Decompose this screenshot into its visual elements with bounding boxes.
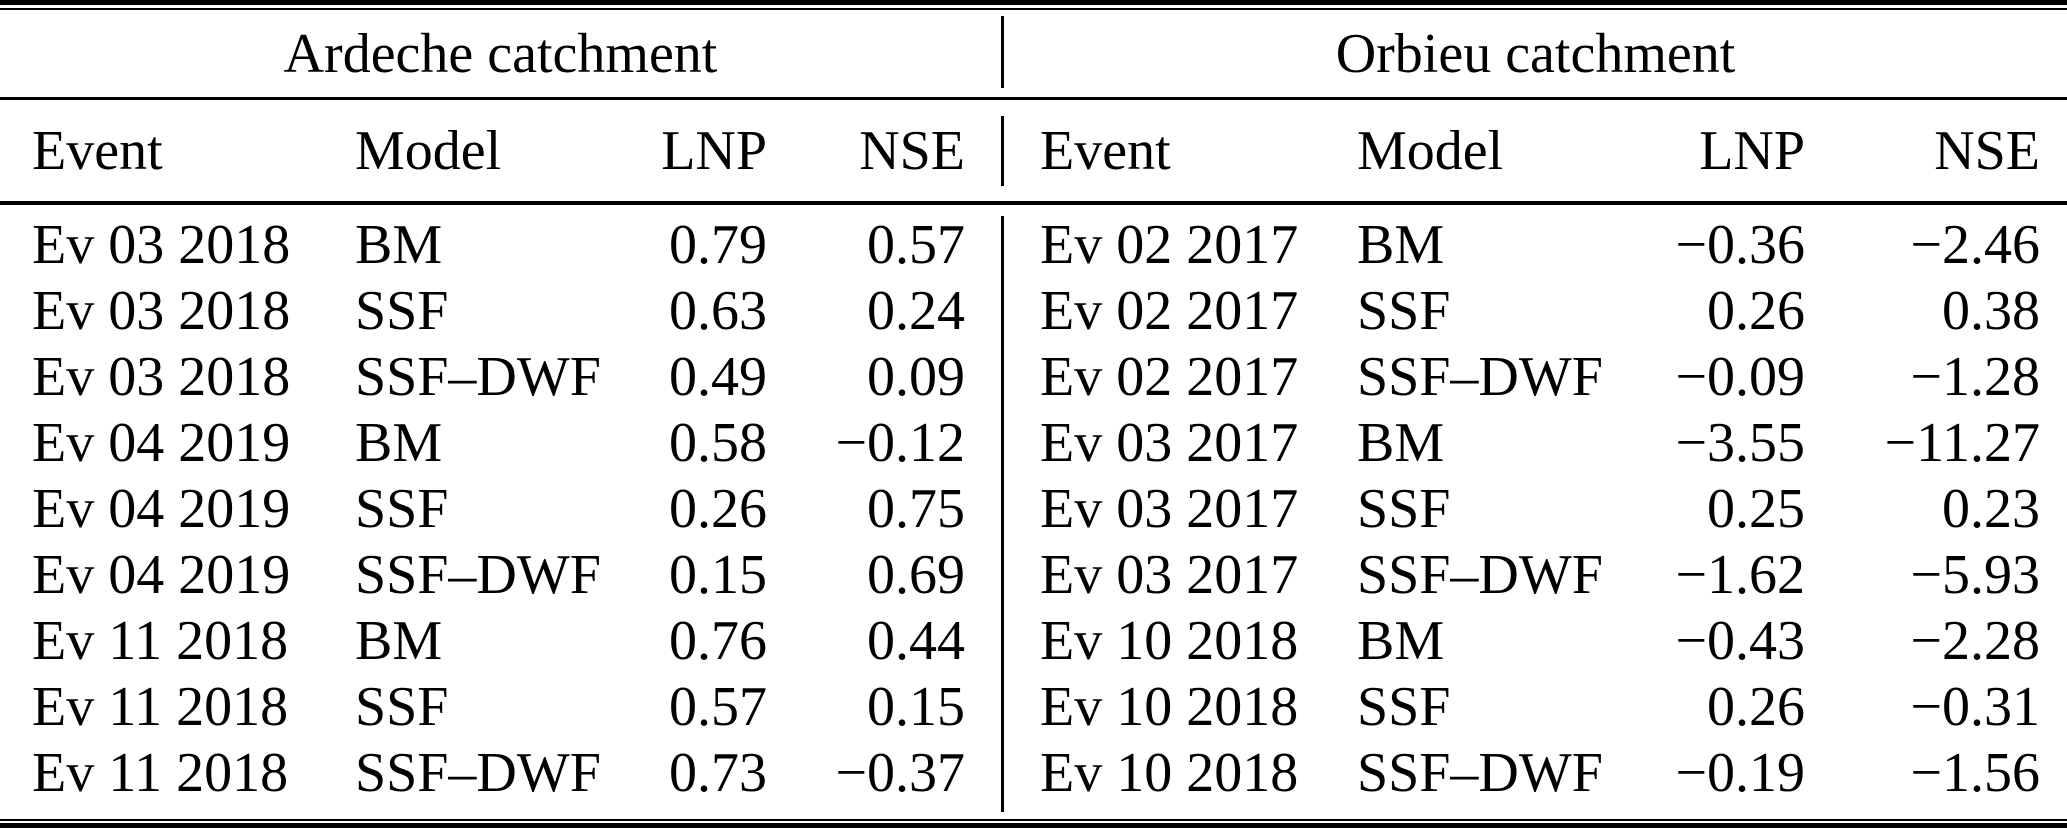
- table-cell: SSF: [1357, 280, 1451, 342]
- table-cell: Ev 04 2019: [32, 412, 291, 474]
- table-cell: Ev 02 2017: [1040, 346, 1299, 408]
- table-cell: BM: [355, 610, 443, 672]
- column-header-lnp: LNP: [661, 120, 767, 182]
- column-headers-ardeche: Event Model LNP NSE: [32, 101, 965, 201]
- column-divider-top: [1001, 16, 1004, 88]
- table-cell: Ev 11 2018: [32, 610, 289, 672]
- table-cell: Ev 03 2017: [1040, 412, 1299, 474]
- table-cell: 0.79: [669, 214, 767, 276]
- table-cell: Ev 10 2018: [1040, 742, 1299, 804]
- table-cell: −0.31: [1910, 676, 2040, 738]
- table-cell: Ev 04 2019: [32, 478, 291, 540]
- table-cell: SSF–DWF: [355, 346, 601, 408]
- catchment-title-orbieu: Orbieu catchment: [1335, 22, 1736, 85]
- table-cell: SSF: [1357, 478, 1451, 540]
- bottom-rule-thin: [0, 819, 2067, 821]
- table-cell: −11.27: [1884, 412, 2040, 474]
- table-cell: SSF: [355, 280, 449, 342]
- table-cell: SSF–DWF: [1357, 742, 1603, 804]
- column-header-model: Model: [355, 120, 502, 182]
- table-cell: Ev 03 2017: [1040, 544, 1299, 606]
- table-body-orbieu: Ev 02 2017 BM −0.36 −2.46 Ev 02 2017 SSF 0.26 0…: [1040, 212, 2040, 806]
- table-cell: −0.09: [1675, 346, 1805, 408]
- table-cell: 0.73: [669, 742, 767, 804]
- table-cell: −0.12: [835, 412, 965, 474]
- table-cell: −1.28: [1910, 346, 2040, 408]
- table-cell: 0.15: [669, 544, 767, 606]
- table-cell: −1.56: [1910, 742, 2040, 804]
- table-cell: Ev 02 2017: [1040, 280, 1299, 342]
- table-cell: BM: [1357, 610, 1445, 672]
- table-cell: 0.75: [867, 478, 965, 540]
- table-cell: SSF–DWF: [355, 544, 601, 606]
- table-cell: 0.63: [669, 280, 767, 342]
- table-cell: 0.26: [1707, 280, 1805, 342]
- table-cell: 0.23: [1942, 478, 2040, 540]
- table-cell: SSF–DWF: [1357, 544, 1603, 606]
- catchment-title-ardeche: Ardeche catchment: [283, 22, 718, 85]
- table-cell: Ev 10 2018: [1040, 610, 1299, 672]
- table-cell: −0.19: [1675, 742, 1805, 804]
- column-headers-orbieu: Event Model LNP NSE: [1040, 101, 2040, 201]
- table-cell: Ev 03 2018: [32, 280, 291, 342]
- table-cell: −1.62: [1675, 544, 1805, 606]
- column-header-event: Event: [32, 120, 163, 182]
- table-cell: Ev 11 2018: [32, 742, 289, 804]
- table-cell: SSF: [355, 676, 449, 738]
- table-cell: BM: [355, 412, 443, 474]
- catchment-header-rule: [0, 97, 2067, 100]
- table-cell: Ev 03 2018: [32, 214, 291, 276]
- table-cell: 0.57: [867, 214, 965, 276]
- table-body-ardeche: Ev 03 2018 BM 0.79 0.57 Ev 03 2018 SSF 0.63 0.2…: [32, 212, 965, 806]
- table-cell: −3.55: [1675, 412, 1805, 474]
- table-cell: 0.26: [669, 478, 767, 540]
- table-cell: BM: [355, 214, 443, 276]
- column-header-rule: [0, 201, 2067, 205]
- table-cell: 0.09: [867, 346, 965, 408]
- table-cell: SSF: [355, 478, 449, 540]
- table-cell: Ev 10 2018: [1040, 676, 1299, 738]
- table-cell: Ev 03 2018: [32, 346, 291, 408]
- column-header-model: Model: [1357, 120, 1504, 182]
- column-header-nse: NSE: [1934, 120, 2040, 182]
- table-cell: −5.93: [1910, 544, 2040, 606]
- column-divider-body: [1001, 216, 1004, 812]
- table-cell: −0.43: [1675, 610, 1805, 672]
- table-cell: 0.44: [867, 610, 965, 672]
- table-cell: 0.69: [867, 544, 965, 606]
- table-cell: 0.26: [1707, 676, 1805, 738]
- table-cell: Ev 04 2019: [32, 544, 291, 606]
- table-cell: BM: [1357, 412, 1445, 474]
- column-divider-header: [1001, 116, 1004, 186]
- table-cell: 0.15: [867, 676, 965, 738]
- table-cell: 0.57: [669, 676, 767, 738]
- table-cell: SSF–DWF: [355, 742, 601, 804]
- table-cell: −2.46: [1910, 214, 2040, 276]
- column-header-nse: NSE: [859, 120, 965, 182]
- table-cell: 0.58: [669, 412, 767, 474]
- table-cell: Ev 11 2018: [32, 676, 289, 738]
- table-cell: SSF–DWF: [1357, 346, 1603, 408]
- table-cell: 0.25: [1707, 478, 1805, 540]
- table-cell: −0.36: [1675, 214, 1805, 276]
- table-cell: BM: [1357, 214, 1445, 276]
- table-cell: Ev 03 2017: [1040, 478, 1299, 540]
- table-cell: 0.24: [867, 280, 965, 342]
- top-rule-thin: [0, 8, 2067, 10]
- top-rule-thick: [0, 0, 2067, 5]
- table-cell: 0.38: [1942, 280, 2040, 342]
- table-cell: −0.37: [835, 742, 965, 804]
- column-header-lnp: LNP: [1699, 120, 1805, 182]
- table-cell: 0.76: [669, 610, 767, 672]
- bottom-rule-thick: [0, 823, 2067, 828]
- table-cell: 0.49: [669, 346, 767, 408]
- table-cell: SSF: [1357, 676, 1451, 738]
- table-cell: Ev 02 2017: [1040, 214, 1299, 276]
- table-cell: −2.28: [1910, 610, 2040, 672]
- column-header-event: Event: [1040, 120, 1171, 182]
